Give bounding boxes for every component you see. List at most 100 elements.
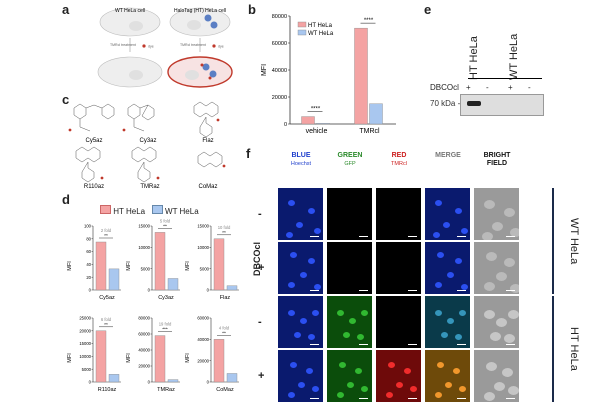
halotag-icon: [204, 14, 212, 22]
cell-blob: [435, 282, 442, 288]
cell-blob: [337, 392, 344, 398]
cell-blob: [486, 362, 497, 371]
chart-name: Flaz: [220, 295, 231, 301]
chart-name: TMRaz: [157, 387, 175, 393]
cell-blob: [357, 334, 364, 340]
channel-sub: GFP: [344, 161, 356, 167]
cell-blob: [404, 368, 411, 374]
cell-blob: [459, 386, 466, 392]
channel-name: GREEN: [337, 152, 363, 159]
cell-blob: [504, 258, 515, 267]
y-tick-label: 60000: [272, 41, 287, 47]
panel-label-e: e: [424, 2, 432, 17]
bar-wt: [108, 374, 120, 383]
cell-blob: [502, 368, 513, 377]
scale-bar: [408, 397, 417, 399]
micrograph: [376, 296, 421, 348]
scale-bar: [310, 289, 319, 291]
scale-bar: [310, 235, 319, 237]
cell-blob: [290, 362, 297, 368]
cell-blob: [492, 222, 503, 231]
scale-bar: [359, 343, 368, 345]
bar-wt: [167, 379, 179, 383]
compound-label: Flaz: [202, 138, 213, 144]
ht-cell-shape: [169, 7, 231, 37]
scale-bar: [310, 397, 319, 399]
cell-blob: [314, 228, 321, 234]
panel-label-b: b: [248, 2, 256, 17]
panel-d-charts: 0 20 40 60 80 100 MFI ** 2 fold Cy5az 0 5000 10000 15…: [66, 216, 244, 398]
wt-nucleus: [129, 70, 143, 80]
bar-ht: [95, 241, 107, 291]
structure-cy3az: [127, 103, 155, 132]
y-tick-label: 20000: [272, 95, 287, 101]
channel-sub: Hoechst: [290, 161, 312, 167]
panel-a-schematic: WT HeLa cell HaloTag (HT) HeLa cell TMRc…: [97, 7, 233, 88]
cell-blob: [482, 232, 493, 240]
cell-blob: [355, 368, 362, 374]
panel-f-microscopy: BLUE Hoechst GREEN GFP RED TMRcl MERGE BRIGHT FI…: [252, 146, 600, 402]
y-tick-label: 40000: [197, 337, 209, 342]
channel-name: BLUE: [291, 152, 311, 159]
cell-blob: [453, 368, 460, 374]
cell-blob: [337, 310, 344, 316]
y-tick-label: 10000: [138, 245, 150, 250]
halotag-icon: [210, 21, 218, 29]
cell-blob: [396, 382, 403, 388]
mini-chart-tmraz: 0 20000 40000 60000 80000 MFI ***19 fold TMRaz: [126, 316, 180, 393]
cell-blob: [312, 386, 319, 392]
legend-swatch-wt: [297, 29, 307, 36]
bar-ht: [301, 116, 315, 125]
micrograph: [278, 350, 323, 402]
sig-label: ****: [364, 18, 374, 24]
row-sign: +: [258, 370, 265, 382]
scale-bar: [457, 343, 466, 345]
cell-blob: [443, 222, 450, 228]
legend-label-ht: HT HeLa: [308, 23, 333, 29]
y-tick-label: 0: [207, 288, 210, 293]
sig-label: **: [104, 322, 108, 328]
cell-blob: [308, 258, 315, 264]
cell-blob: [306, 368, 313, 374]
micrograph: [474, 188, 519, 240]
cell-blob: [300, 318, 307, 324]
y-axis-label: MFI: [261, 64, 268, 76]
fold-label: 10 fold: [218, 225, 231, 230]
cell-blob: [308, 208, 315, 214]
cell-blob: [347, 382, 354, 388]
y-tick-label: 60000: [197, 316, 209, 321]
micrograph: [327, 242, 372, 294]
chart-name: Cy3az: [158, 295, 174, 301]
dye-note: dye: [148, 45, 154, 49]
mini-chart-comaz: 0 20000 40000 60000 MFI **4 fold CoMaz: [185, 316, 239, 393]
ht-nucleus: [185, 70, 199, 80]
cell-blob: [433, 232, 440, 238]
y-tick-label: 10000: [197, 245, 209, 250]
y-tick-label: 0: [207, 380, 210, 385]
mini-chart-cy5az: 0 20 40 60 80 100 MFI **2 fold Cy5az: [67, 224, 121, 301]
bar-ht: [213, 238, 225, 291]
cell-blob: [484, 310, 495, 319]
halotag-icon: [209, 70, 217, 78]
chart-name: R110az: [98, 387, 117, 393]
mini-chart-flaz: 0 5000 10000 15000 MFI **10 fold Flaz: [185, 224, 239, 301]
bar-wt: [369, 103, 383, 125]
y-tick-label: 60000: [138, 332, 150, 337]
y-tick-label: 20000: [138, 364, 150, 369]
blot-sign: -: [486, 83, 489, 92]
bar-ht: [154, 335, 166, 383]
scale-bar: [506, 343, 515, 345]
cell-blob: [386, 392, 393, 398]
micrograph: [327, 188, 372, 240]
cell-blob: [494, 382, 505, 391]
scale-bar: [408, 343, 417, 345]
dye-icon: [212, 44, 216, 48]
cell-blob: [496, 272, 507, 281]
lane-label-wt: WT HeLa: [508, 33, 520, 80]
cell-blob: [484, 392, 495, 401]
dye-icon: [208, 76, 212, 80]
cell-blob: [447, 318, 454, 324]
cell-blob: [388, 362, 395, 368]
micrograph: [425, 350, 470, 402]
cell-blob: [437, 252, 444, 258]
